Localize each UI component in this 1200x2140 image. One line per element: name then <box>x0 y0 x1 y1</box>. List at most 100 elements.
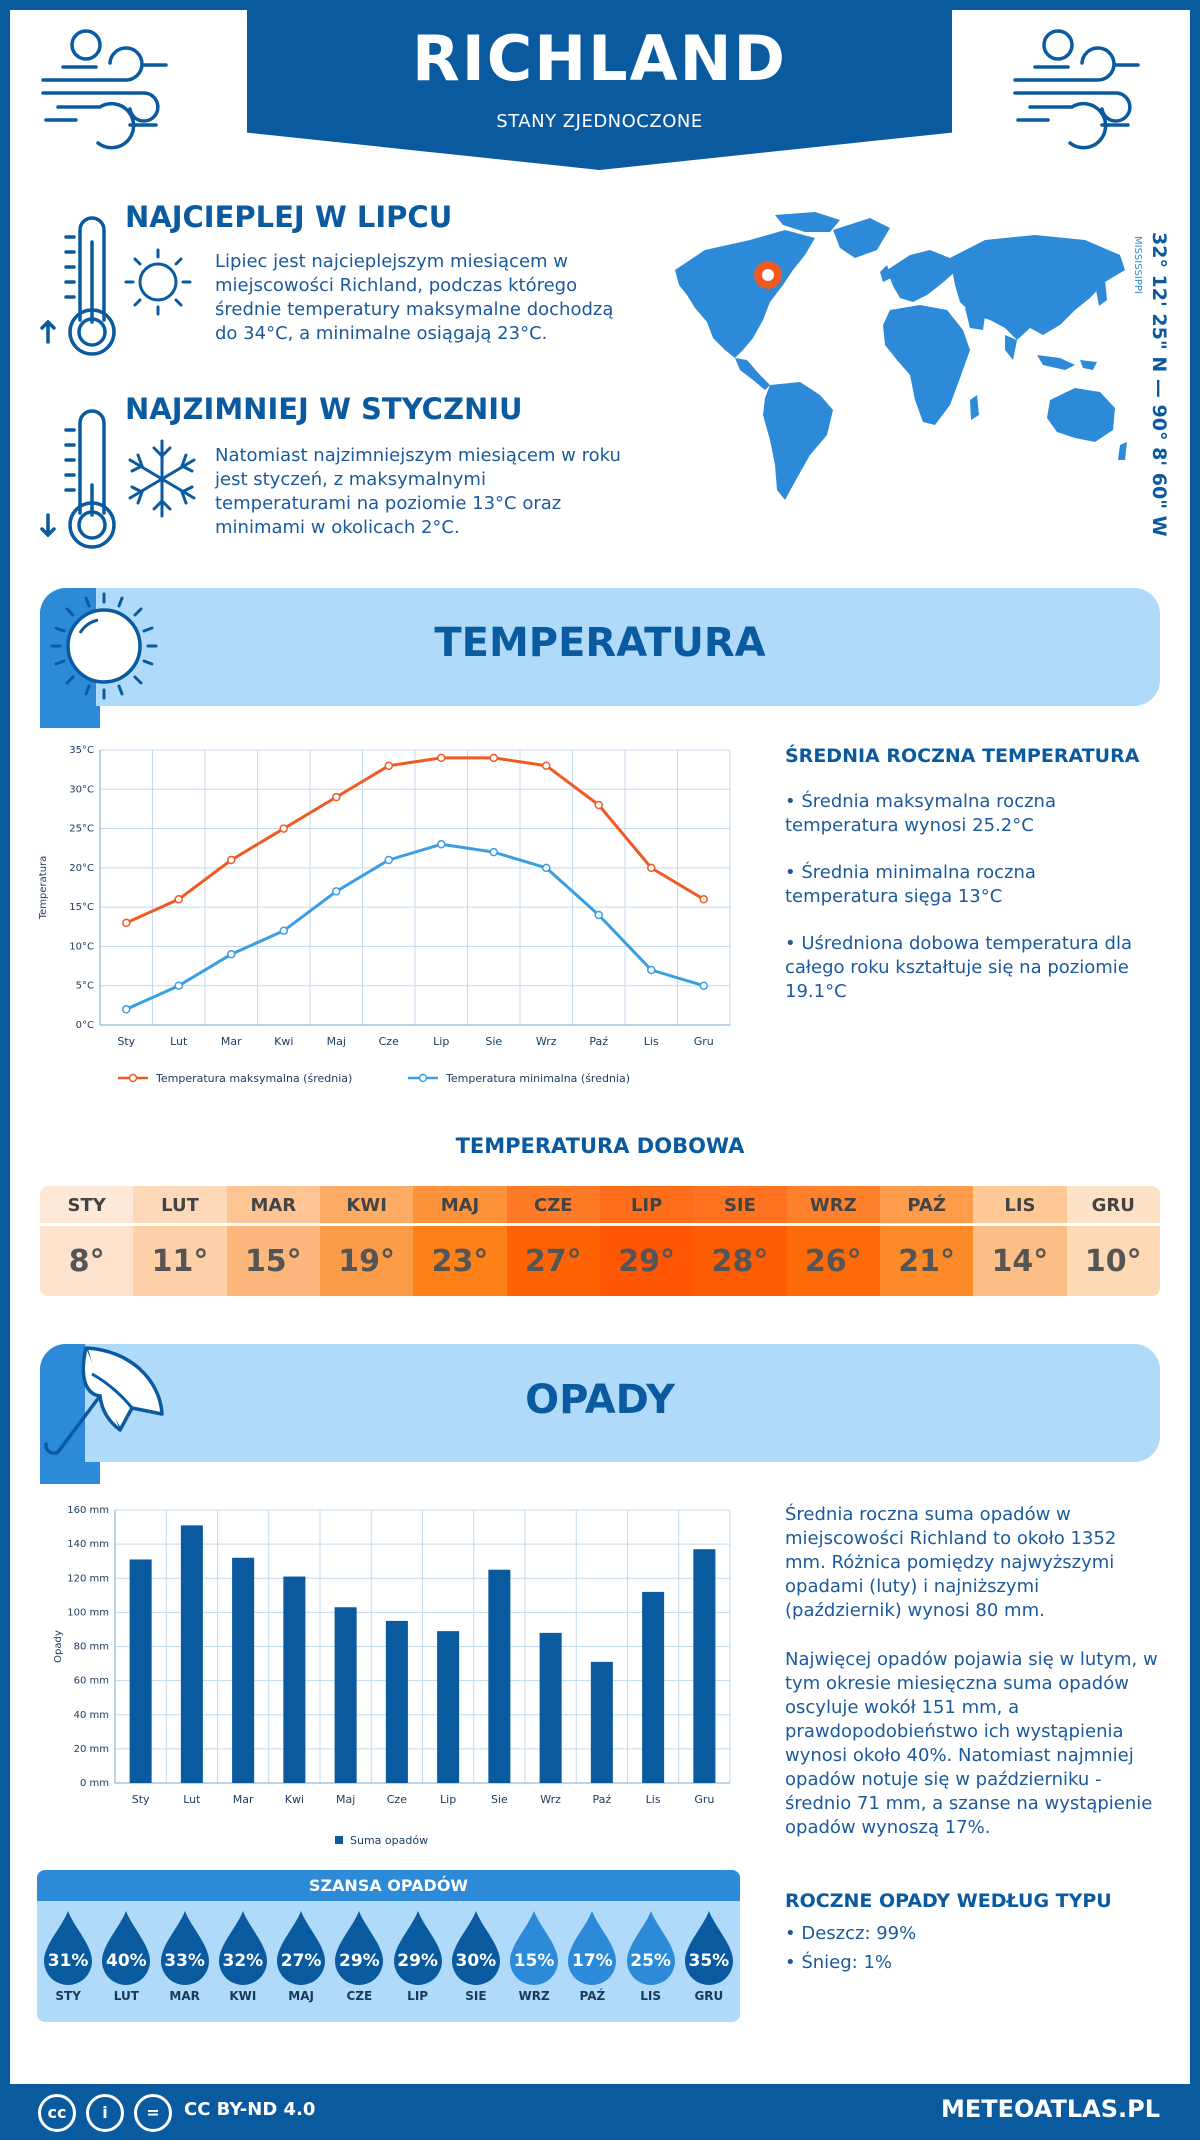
daily-temp-value: 8° <box>40 1226 134 1296</box>
daily-temp-value: 11° <box>133 1226 227 1296</box>
daily-temp-value: 23° <box>413 1226 507 1296</box>
precip-type-rain: • Deszcz: 99% <box>785 1923 917 1944</box>
raindrop-icon: 29% <box>392 1909 444 1985</box>
daily-temp-value: 29° <box>599 1226 694 1296</box>
series-line-1 <box>125 842 705 1011</box>
x-tick-label: Sty <box>132 1793 150 1806</box>
rain-chance-value: 35% <box>688 1951 730 1971</box>
country-subtitle: STANY ZJEDNOCZONE <box>496 111 703 132</box>
y-tick-label: 80 mm <box>74 1642 109 1653</box>
bar <box>180 1525 203 1783</box>
rain-chance-value: 32% <box>222 1951 264 1971</box>
state-label: MISSISSIPPI <box>1132 236 1143 294</box>
legend-label-0: Temperatura maksymalna (średnia) <box>155 1072 352 1085</box>
rain-chance-item: 17% PAŹ <box>563 1909 621 2003</box>
precip-banner <box>40 1344 1160 1462</box>
rain-chance-value: 29% <box>339 1951 380 1971</box>
rain-chance-month: MAJ <box>288 1989 314 2003</box>
daily-temp-cell: LIS 14° <box>973 1186 1067 1296</box>
precip-text-2: Najwięcej opadów pojawia się w lutym, w … <box>785 1649 1158 1838</box>
rain-chance-month: SIE <box>465 1989 487 2003</box>
daily-temp-month: MAR <box>226 1186 320 1226</box>
x-tick-label: Paź <box>593 1793 612 1806</box>
x-tick-label: Mar <box>221 1035 242 1048</box>
rain-chance-value: 30% <box>455 1951 497 1971</box>
x-tick-label: Paź <box>589 1035 608 1048</box>
daily-temp-value: 19° <box>319 1226 414 1296</box>
bar <box>437 1631 460 1783</box>
annual-temp-item-1: • Średnia maksymalna roczna temperatura … <box>785 791 1056 836</box>
x-tick-label: Sie <box>491 1793 508 1806</box>
umbrella-icon <box>40 1344 164 1466</box>
coldest-text: Natomiast najzimniejszym miesiącem w rok… <box>215 445 621 538</box>
rain-chance-item: 29% CZE <box>330 1909 388 2003</box>
daily-temp-month: KWI <box>319 1186 414 1226</box>
data-point <box>594 800 603 810</box>
rain-chance-item: 31% STY <box>39 1909 97 2003</box>
rain-chance-month: LIS <box>640 1989 661 2003</box>
daily-temp-cell: STY 8° <box>40 1186 134 1296</box>
x-tick-label: Maj <box>327 1035 346 1048</box>
temperature-chart: 0°C 5°C 10°C 15°C 20°C 25°C 30°C 35°C Sty Lut Mar K… <box>38 745 731 1085</box>
hottest-title: NAJCIEPLEJ W LIPCU <box>125 200 453 234</box>
wind-icon <box>41 29 168 150</box>
rain-chance-item: 30% SIE <box>447 1909 505 2003</box>
world-map <box>675 212 1127 500</box>
data-point <box>489 753 498 763</box>
rain-chance-value: 27% <box>280 1951 322 1971</box>
no-derivatives-icon[interactable]: = <box>134 2094 172 2132</box>
data-point <box>174 895 183 904</box>
attribution-icon[interactable]: i <box>86 2094 124 2132</box>
data-point <box>699 895 708 904</box>
x-tick-label: Cze <box>387 1793 407 1806</box>
cc-icon[interactable]: cc <box>38 2094 76 2132</box>
rain-chance-value: 31% <box>47 1951 89 1971</box>
city-title: RICHLAND <box>411 22 788 95</box>
x-tick-label: Maj <box>336 1793 355 1806</box>
y-axis-label: Opady <box>53 1630 64 1663</box>
daily-temp-value: 10° <box>1066 1226 1160 1296</box>
rain-chance-item: 40% LUT <box>97 1909 155 2003</box>
y-tick-label: 5°C <box>76 981 94 992</box>
data-point <box>647 863 656 873</box>
daily-temp-cell: PAŹ 21° <box>879 1186 974 1296</box>
rain-chance-month: WRZ <box>518 1989 550 2003</box>
footer <box>0 2084 1200 2140</box>
y-tick-label: 20°C <box>69 863 94 874</box>
coords-box: 32° 12' 25" N — 90° 8' 60" W <box>1148 232 1170 537</box>
bar <box>334 1607 357 1783</box>
data-point <box>332 792 341 802</box>
daily-temp-cell: MAJ 23° <box>413 1186 507 1296</box>
x-tick-label: Gru <box>694 1793 714 1806</box>
x-tick-label: Cze <box>379 1035 399 1048</box>
rain-chance-title: SZANSA OPADÓW <box>37 1870 740 1901</box>
daily-temp-value: 21° <box>879 1226 974 1296</box>
data-point <box>437 753 446 763</box>
daily-temp-cell: WRZ 26° <box>786 1186 880 1296</box>
rain-chance-item: 25% LIS <box>622 1909 680 2003</box>
bar <box>232 1557 255 1783</box>
header-banner <box>247 0 952 170</box>
precip-text-1: Średnia roczna suma opadów w miejscowośc… <box>785 1504 1117 1621</box>
y-tick-label: 0 mm <box>80 1778 109 1789</box>
rain-chance-value: 17% <box>572 1951 613 1971</box>
y-tick-label: 15°C <box>69 902 94 913</box>
rain-chance-month: STY <box>55 1989 81 2003</box>
rain-chance-value: 29% <box>397 1951 438 1971</box>
raindrop-icon: 31% <box>42 1909 94 1985</box>
thermometer-hot-icon <box>40 216 116 356</box>
daily-temp-cell: GRU 10° <box>1066 1186 1160 1296</box>
raindrop-icon: 27% <box>275 1909 327 1985</box>
y-tick-label: 40 mm <box>74 1710 109 1721</box>
license-label[interactable]: CC BY-ND 4.0 <box>184 2099 316 2120</box>
x-tick-label: Sty <box>117 1035 135 1048</box>
x-tick-label: Lip <box>440 1793 456 1806</box>
site-link[interactable]: METEOATLAS.PL <box>940 2095 1160 2123</box>
daily-temp-month: CZE <box>506 1186 600 1226</box>
data-point <box>542 863 551 873</box>
rain-chance-month: GRU <box>694 1989 724 2003</box>
y-tick-label: 0°C <box>76 1020 94 1031</box>
wind-icon-right <box>1013 29 1140 150</box>
x-tick-label: Kwi <box>285 1793 304 1806</box>
rain-chance-month: KWI <box>229 1989 257 2003</box>
